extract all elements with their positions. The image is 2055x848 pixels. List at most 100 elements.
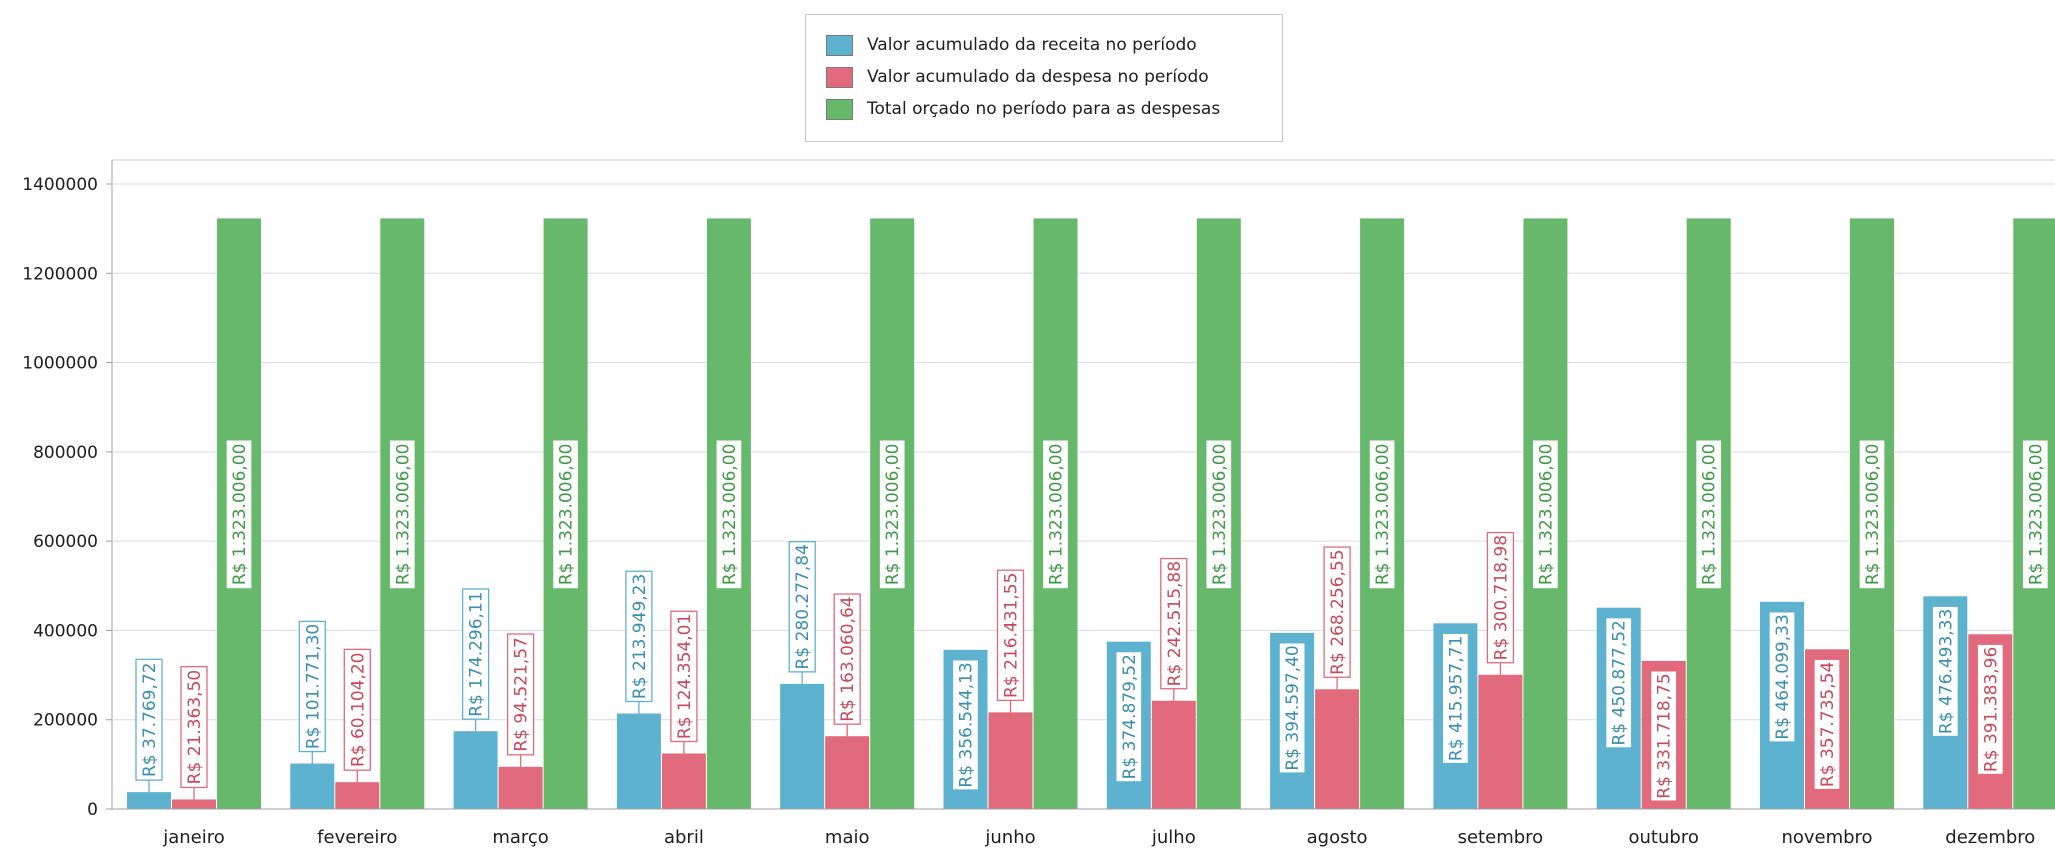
data-label-orcado-box	[1368, 439, 1396, 590]
data-label-receita: R$ 464.099,33	[1768, 611, 1796, 743]
data-label-receita-box	[1605, 617, 1633, 749]
legend-item-despesa: Valor acumulado da despesa no período	[826, 63, 1209, 91]
data-label-receita: R$ 415.957,71	[1441, 632, 1470, 765]
data-label-orcado-text: R$ 1.323.006,00	[230, 444, 250, 586]
data-label-receita-box	[135, 658, 163, 781]
data-label-despesa: R$ 124.354,01	[670, 610, 698, 743]
data-label-despesa-box	[996, 569, 1025, 702]
data-label-despesa-text: R$ 94.521,57	[512, 637, 532, 752]
y-tick-label: 600000	[33, 532, 98, 552]
data-label-receita-text: R$ 37.769,72	[140, 662, 160, 777]
x-tick-label: março	[492, 827, 548, 848]
data-label-orcado-text: R$ 1.323.006,00	[883, 444, 903, 586]
data-label-despesa-text: R$ 163.060,64	[838, 596, 858, 721]
data-label-receita-box	[1278, 642, 1306, 774]
bar	[825, 736, 870, 809]
data-label-orcado: R$ 1.323.006,00	[551, 439, 580, 590]
data-label-receita: R$ 174.296,11	[461, 588, 490, 720]
data-label-despesa-box	[180, 666, 208, 789]
data-label-orcado: R$ 1.323.006,00	[388, 439, 416, 590]
data-label-receita-box	[788, 541, 816, 673]
x-tick-label: agosto	[1307, 827, 1368, 848]
legend-swatch-receita	[826, 34, 853, 56]
data-label-receita: R$ 356.544,13	[951, 659, 980, 791]
x-tick-label: outubro	[1629, 827, 1699, 848]
data-label-despesa-box	[670, 610, 698, 743]
data-label-despesa-text: R$ 391.383,96	[1981, 647, 2001, 772]
bar	[1478, 674, 1523, 809]
data-label-orcado-box	[388, 439, 416, 590]
bar	[1151, 700, 1196, 809]
x-tick-label: novembro	[1781, 827, 1872, 848]
data-label-despesa-box	[1486, 531, 1515, 664]
data-label-despesa-box	[1976, 643, 2004, 776]
data-label-receita-text: R$ 415.957,71	[1446, 636, 1466, 761]
data-label-despesa: R$ 94.521,57	[506, 633, 535, 756]
legend-swatch-despesa	[826, 66, 853, 88]
data-label-receita: R$ 450.877,52	[1605, 617, 1633, 749]
data-label-despesa-text: R$ 357.735,54	[1818, 662, 1838, 787]
data-label-orcado: R$ 1.323.006,00	[878, 439, 906, 590]
data-label-orcado-text: R$ 1.323.006,00	[1373, 444, 1393, 586]
legend-label-receita: Valor acumulado da receita no período	[867, 35, 1197, 55]
data-label-despesa: R$ 21.363,50	[180, 666, 208, 789]
bar	[453, 731, 498, 809]
data-label-despesa-box	[1650, 670, 1678, 802]
data-label-orcado-box	[1041, 439, 1070, 590]
legend-item-orcado: Total orçado no período para as despesas	[826, 95, 1220, 123]
data-label-orcado-text: R$ 1.323.006,00	[2026, 444, 2046, 586]
bar	[780, 683, 825, 809]
data-label-despesa: R$ 216.431,55	[996, 569, 1025, 702]
x-tick-label: setembro	[1458, 827, 1544, 848]
data-label-receita-text: R$ 101.771,30	[303, 624, 323, 749]
data-label-receita-box	[1768, 611, 1796, 743]
data-label-orcado-box	[551, 439, 580, 590]
y-tick-label: 800000	[33, 443, 98, 463]
y-tick-label: 400000	[33, 621, 98, 641]
data-label-despesa-text: R$ 300.718,98	[1491, 535, 1511, 660]
data-label-orcado: R$ 1.323.006,00	[225, 439, 253, 590]
x-tick-label: dezembro	[1945, 827, 2035, 848]
legend-swatch-orcado	[826, 98, 853, 120]
data-label-orcado-text: R$ 1.323.006,00	[1536, 444, 1556, 586]
data-label-despesa: R$ 268.256,55	[1323, 546, 1351, 678]
data-label-receita-text: R$ 450.877,52	[1610, 620, 1630, 745]
y-tick-label: 1200000	[22, 264, 98, 284]
data-label-receita-box	[298, 620, 326, 753]
data-label-receita: R$ 213.949,23	[625, 570, 653, 703]
chart-legend: Valor acumulado da receita no período Va…	[805, 14, 1283, 142]
data-label-orcado-box	[1531, 439, 1560, 590]
y-tick-label: 0	[87, 800, 98, 820]
data-label-despesa-box	[1160, 557, 1188, 690]
bar	[988, 712, 1033, 809]
bar	[616, 713, 661, 809]
bar	[172, 799, 216, 809]
data-label-receita-box	[461, 588, 490, 720]
data-label-receita-box	[1441, 632, 1470, 765]
data-label-despesa: R$ 391.383,96	[1976, 643, 2004, 776]
data-label-orcado-text: R$ 1.323.006,00	[557, 444, 577, 586]
data-label-receita: R$ 394.597,40	[1278, 642, 1306, 774]
bar	[661, 753, 706, 809]
data-label-despesa: R$ 300.718,98	[1486, 531, 1515, 664]
y-tick-label: 200000	[33, 711, 98, 731]
data-label-receita-box	[1115, 650, 1143, 783]
data-label-despesa-text: R$ 60.104,20	[348, 652, 368, 767]
data-label-orcado-box	[1205, 439, 1233, 590]
data-label-receita-text: R$ 374.879,52	[1120, 654, 1140, 779]
data-label-receita-box	[1931, 605, 1959, 738]
data-label-orcado-text: R$ 1.323.006,00	[393, 444, 413, 586]
data-label-orcado-box	[225, 439, 253, 590]
data-label-orcado-text: R$ 1.323.006,00	[1047, 444, 1067, 586]
data-label-receita: R$ 37.769,72	[135, 658, 163, 781]
data-label-despesa-box	[1813, 658, 1841, 791]
data-label-despesa: R$ 60.104,20	[343, 648, 371, 771]
data-label-receita-text: R$ 476.493,33	[1936, 609, 1956, 734]
data-label-despesa-text: R$ 124.354,01	[675, 614, 695, 739]
data-label-orcado: R$ 1.323.006,00	[1041, 439, 1070, 590]
bar	[127, 792, 171, 809]
data-label-despesa-text: R$ 216.431,55	[1002, 573, 1022, 698]
x-tick-label: fevereiro	[317, 827, 397, 848]
data-label-orcado: R$ 1.323.006,00	[1858, 439, 1886, 590]
x-tick-label: janeiro	[162, 827, 225, 848]
